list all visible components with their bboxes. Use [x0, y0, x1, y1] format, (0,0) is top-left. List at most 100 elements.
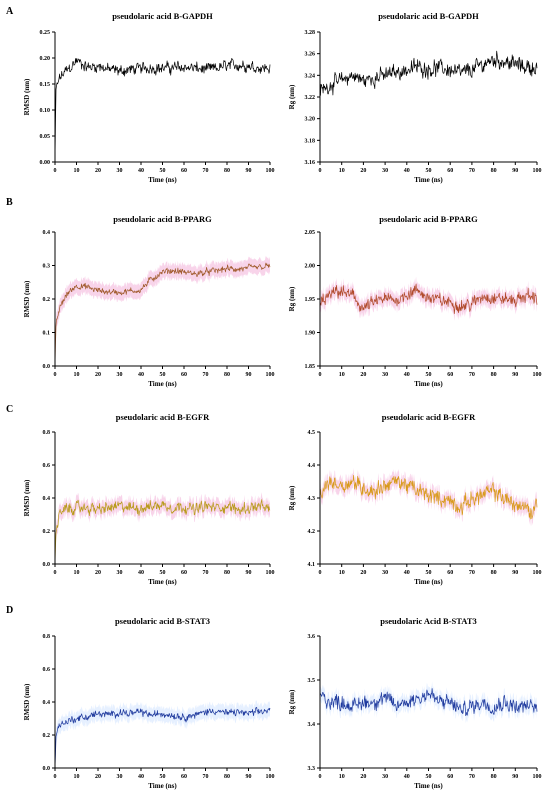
y-tick-label: 0.0	[43, 364, 51, 370]
x-tick-label: 70	[203, 372, 209, 378]
x-tick-label: 70	[203, 570, 209, 576]
x-tick-label: 40	[138, 168, 144, 174]
chart-c-rg: pseudolaric acid B-EGFR 0 10 20 30 40 50 60 70 80…	[288, 412, 542, 586]
x-tick-label: 30	[117, 774, 123, 780]
y-tick-label: 3.28	[305, 30, 316, 36]
x-tick-label: 90	[512, 372, 518, 378]
y-tick-label: 4.4	[308, 463, 316, 469]
chart-b-rmsd: pseudolaric acid B-PPARG 0 10 20 30 40 50 60 70 8…	[23, 214, 275, 388]
x-tick-label: 20	[360, 570, 366, 576]
panel-letter-c: C	[6, 404, 13, 415]
x-tick-label: 60	[447, 774, 453, 780]
y-tick-label: 2.00	[305, 264, 316, 270]
x-tick-label: 100	[266, 570, 275, 576]
y-axis-label: RMSD (nm)	[23, 683, 31, 720]
y-axis-label: RMSD (nm)	[23, 479, 31, 516]
x-tick-label: 50	[160, 168, 166, 174]
y-tick-label: 0.4	[43, 496, 51, 502]
x-tick-label: 40	[138, 570, 144, 576]
x-tick-label: 20	[95, 372, 101, 378]
y-tick-label: 0.3	[43, 264, 51, 270]
series-line	[319, 474, 538, 520]
y-tick-label: 4.3	[308, 496, 316, 502]
y-tick-label: 3.16	[305, 160, 316, 166]
x-axis-label: Time (ns)	[148, 782, 177, 790]
x-tick-label: 60	[447, 372, 453, 378]
x-tick-label: 80	[491, 774, 497, 780]
x-tick-label: 60	[181, 372, 187, 378]
chart-title: pseudolaric acid B-EGFR	[116, 412, 210, 422]
deviation-shading	[320, 681, 537, 723]
x-tick-label: 30	[117, 372, 123, 378]
x-tick-label: 90	[512, 570, 518, 576]
x-tick-label: 0	[54, 774, 57, 780]
x-tick-label: 100	[533, 570, 542, 576]
y-tick-label: 0.0	[43, 562, 51, 568]
x-tick-label: 50	[160, 570, 166, 576]
y-tick-label: 0.20	[40, 56, 51, 62]
y-tick-label: 0.25	[40, 30, 51, 36]
y-tick-label: 0.0	[43, 766, 51, 772]
x-tick-label: 40	[138, 774, 144, 780]
x-tick-label: 30	[117, 168, 123, 174]
x-tick-label: 20	[95, 774, 101, 780]
y-tick-label: 4.1	[308, 562, 316, 568]
deviation-shading	[55, 492, 270, 564]
chart-title: pseudolaric acid B-PPARG	[379, 214, 478, 224]
deviation-shading	[55, 700, 270, 768]
x-tick-label: 10	[74, 372, 80, 378]
y-tick-label: 0.2	[43, 529, 51, 535]
y-tick-label: 3.24	[305, 73, 316, 79]
y-axis-label: RMSD (nm)	[23, 78, 31, 115]
x-tick-label: 20	[360, 372, 366, 378]
x-tick-label: 50	[426, 168, 432, 174]
chart-c-rmsd: pseudolaric acid B-EGFR 0 10 20 30 40 50 60 70 80…	[23, 412, 275, 586]
x-tick-label: 60	[181, 570, 187, 576]
x-tick-label: 80	[491, 372, 497, 378]
x-tick-label: 20	[360, 168, 366, 174]
x-tick-label: 40	[404, 570, 410, 576]
x-tick-label: 70	[203, 774, 209, 780]
x-axis-label: Time (ns)	[148, 380, 177, 388]
y-tick-label: 3.18	[305, 138, 316, 144]
chart-a-rmsd: pseudolaric acid B-GAPDH 0 10 20 30 40 50 60 70 8…	[23, 11, 275, 184]
x-tick-label: 0	[54, 570, 57, 576]
series-line	[54, 499, 271, 565]
x-tick-label: 70	[203, 168, 209, 174]
x-tick-label: 80	[491, 168, 497, 174]
y-axis-label: Rg (nm)	[288, 485, 296, 510]
panel-letter-b: B	[6, 197, 13, 208]
x-tick-label: 80	[224, 570, 230, 576]
x-tick-label: 50	[426, 570, 432, 576]
x-tick-label: 10	[339, 168, 345, 174]
series-line	[319, 50, 538, 96]
deviation-shading	[55, 255, 270, 366]
x-tick-label: 30	[382, 774, 388, 780]
x-tick-label: 90	[246, 774, 252, 780]
x-tick-label: 60	[447, 570, 453, 576]
y-tick-label: 2.05	[305, 230, 316, 236]
x-tick-label: 60	[447, 168, 453, 174]
x-tick-label: 40	[138, 372, 144, 378]
x-tick-label: 70	[469, 168, 475, 174]
y-axis-label: Rg (nm)	[288, 689, 296, 714]
y-tick-label: 1.90	[305, 331, 316, 337]
y-tick-label: 0.6	[43, 463, 51, 469]
x-tick-label: 100	[533, 168, 542, 174]
y-axis-label: Rg (nm)	[288, 286, 296, 311]
y-tick-label: 0.8	[43, 430, 51, 436]
chart-title: pseudolaric acid B-STAT3	[115, 616, 210, 626]
x-tick-label: 10	[74, 570, 80, 576]
x-tick-label: 40	[404, 372, 410, 378]
x-tick-label: 20	[360, 774, 366, 780]
x-tick-label: 0	[319, 570, 322, 576]
x-tick-label: 70	[469, 372, 475, 378]
y-tick-label: 0.1	[43, 331, 51, 337]
x-tick-label: 10	[74, 168, 80, 174]
y-tick-label: 4.5	[308, 430, 316, 436]
x-tick-label: 20	[95, 168, 101, 174]
panel-letter-a: A	[6, 6, 14, 17]
chart-d-rg: pseudolaric Acid B-STAT3 0 10 20 30 40 50 60 70 8…	[288, 616, 542, 790]
y-tick-label: 0.2	[43, 733, 51, 739]
